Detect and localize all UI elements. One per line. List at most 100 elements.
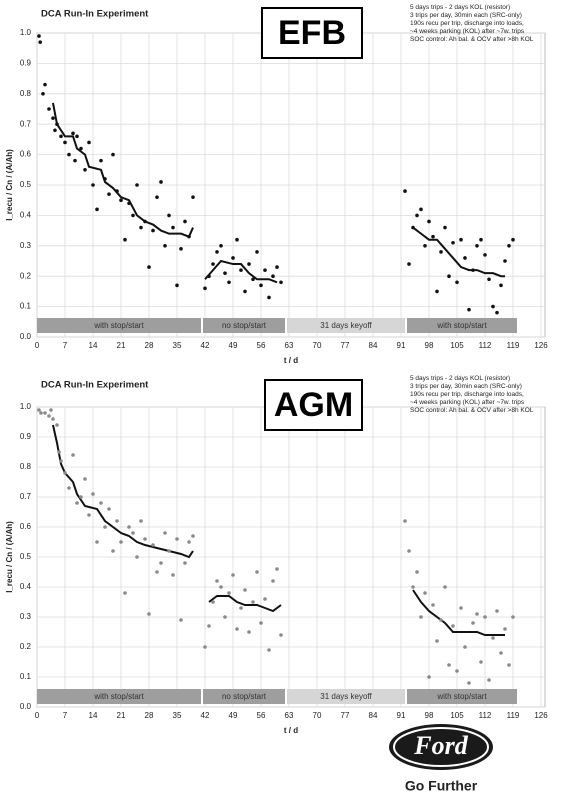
data-point [455,280,459,285]
data-point [71,453,75,457]
data-point [79,146,83,151]
label-box [264,379,363,431]
data-point [475,612,479,616]
phase-band [407,689,517,704]
data-point [451,240,455,245]
y-tick-label: 0.4 [20,211,32,220]
data-point [475,244,479,248]
x-tick-label: 28 [145,341,154,350]
data-point [487,678,491,682]
data-point [511,615,515,619]
data-point [247,630,251,634]
y-tick-label: 0.4 [20,582,32,591]
phase-label: 31 days keyoff [320,692,372,701]
x-tick-label: 119 [507,711,520,720]
x-axis-label: t / d [284,726,298,735]
x-tick-label: 112 [479,341,492,350]
x-tick-label: 126 [534,341,548,350]
x-tick-label: 77 [341,711,350,720]
data-point [91,492,95,496]
data-point [59,459,63,463]
x-tick-label: 91 [397,341,406,350]
y-tick-label: 0.3 [20,241,32,250]
data-point [147,612,151,616]
data-point [143,537,147,541]
data-point [151,543,155,547]
data-point [203,286,207,291]
data-point [147,265,151,269]
data-point [119,198,123,202]
data-point [73,158,77,163]
data-point [111,549,115,553]
data-point [427,675,431,679]
data-point [67,152,71,157]
data-point [215,250,219,254]
y-axis-label: I_recu / Cn / (A/Ah) [5,521,14,593]
data-point [235,237,239,242]
y-tick-label: 0.0 [20,702,32,711]
data-point [123,237,127,242]
y-tick-label: 0.5 [20,180,32,189]
x-tick-label: 84 [369,711,378,720]
data-point [179,618,183,622]
data-point [451,624,455,628]
x-axis-label: t / d [284,356,298,365]
y-tick-label: 0.7 [20,119,32,128]
note-line: 3 trips per day, 30min each (SRC-only) [410,12,522,19]
data-point [155,570,159,574]
phase-label: no stop/start [222,321,267,330]
data-point [167,549,171,553]
data-point [459,606,463,610]
x-tick-label: 21 [117,711,126,720]
y-tick-label: 1.0 [20,402,32,411]
data-point [459,237,463,242]
data-point [191,534,195,538]
phase-label: with stop/start [93,692,144,701]
data-point [279,280,283,285]
x-tick-label: 70 [313,341,322,350]
data-point [63,140,67,145]
data-point [419,615,423,619]
x-tick-label: 119 [507,341,520,350]
data-point [175,283,179,288]
data-point [57,450,61,454]
logo-brand: Ford [413,731,468,760]
y-tick-label: 0.6 [20,522,32,531]
data-point [227,280,231,285]
ford-logo: Ford Go Further [389,724,493,794]
data-point [103,177,107,181]
data-point [155,195,159,199]
x-tick-label: 49 [229,341,238,350]
chart-label: EFB [278,14,346,52]
x-tick-label: 49 [229,711,238,720]
data-point [503,259,507,263]
x-tick-label: 7 [63,341,68,350]
x-tick-label: 14 [89,341,98,350]
x-tick-label: 98 [425,341,434,350]
data-point [443,585,447,589]
x-tick-label: 63 [285,341,294,350]
data-point [231,573,235,577]
phase-band [37,318,201,333]
data-point [431,603,435,607]
x-tick-label: 98 [425,711,434,720]
data-point [53,128,57,133]
data-point [235,627,239,631]
phase-label: with stop/start [436,692,487,701]
x-tick-label: 42 [201,341,210,350]
data-point [483,253,487,257]
data-point [39,411,43,415]
data-point [37,34,41,38]
x-tick-label: 0 [35,711,40,720]
data-point [251,600,255,604]
data-point [95,207,99,212]
data-point [115,519,119,523]
data-point [107,507,111,511]
note-line: SOC control: Ah bal. & OCV after >8h KOL [410,407,534,414]
data-point [75,134,79,139]
data-point [423,244,427,248]
y-tick-label: 0.2 [20,271,32,280]
data-point [71,131,75,136]
data-point [435,289,439,294]
y-tick-label: 0.0 [20,332,32,341]
